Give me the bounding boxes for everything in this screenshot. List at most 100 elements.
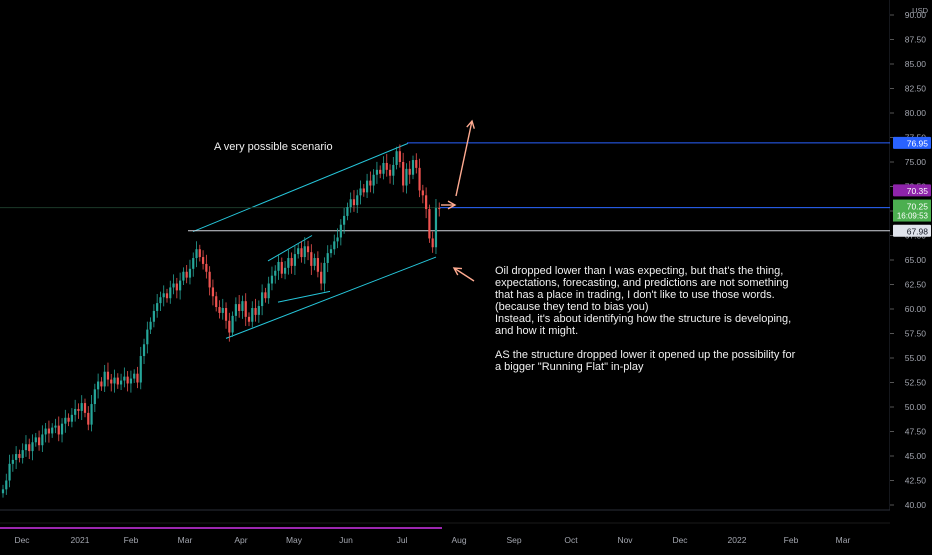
candle-body [41, 434, 44, 446]
candle-body [388, 169, 392, 176]
candle-body [169, 287, 172, 299]
candle-body [356, 195, 359, 206]
candle-body [405, 168, 408, 186]
inner-channel-lower-line [277, 290, 331, 303]
candle-body [254, 308, 257, 315]
candle-body [329, 249, 333, 254]
candle-body [90, 404, 93, 425]
candle-body [133, 373, 136, 379]
candle-body [303, 246, 306, 258]
price-axis-background [890, 0, 932, 550]
candle-body [244, 301, 247, 317]
candle-body [11, 459, 14, 464]
candle-body [165, 293, 169, 299]
channel-drawings [192, 142, 437, 339]
candle-body [234, 304, 237, 316]
time-axis[interactable]: Dec 2021 Feb Mar Apr May Jun Jul Aug Sep Oct Nov Dec… [14, 535, 850, 545]
candle-body [113, 377, 116, 384]
candle-body [218, 307, 221, 313]
candle-body [51, 427, 54, 434]
candle-body [316, 258, 319, 272]
candle-body [270, 275, 274, 284]
price-axis-label: 50.00 [905, 402, 927, 412]
candle-body [103, 371, 106, 387]
channel-upper-line [192, 142, 409, 233]
candle-body [18, 454, 21, 458]
candle-body [159, 297, 162, 304]
lower-level-tag-label: 67.98 [907, 226, 929, 236]
lower-level-tag [893, 224, 931, 237]
candle-body [264, 292, 267, 299]
candles [1, 144, 441, 498]
grid [0, 0, 891, 511]
time-axis-label: Feb [784, 535, 799, 545]
candle-body [116, 377, 119, 385]
candle-body [343, 215, 346, 225]
horizontal-levels [0, 142, 890, 232]
candle-body [67, 417, 70, 422]
candle-body [21, 450, 24, 458]
price-axis-label: 47.50 [905, 427, 927, 437]
arrow-pointer [453, 267, 475, 282]
candle-body [411, 160, 415, 175]
candle-body [15, 454, 18, 460]
scenario-annotation: A very possible scenario [214, 141, 333, 153]
candle-body [247, 316, 251, 322]
candle-body [362, 188, 365, 193]
candle-body [385, 162, 388, 170]
candle-body [188, 268, 192, 278]
candle-body [372, 174, 375, 186]
candle-body [336, 237, 339, 242]
candle-body [283, 267, 287, 274]
candle-body [333, 241, 336, 250]
candle-body [300, 248, 303, 258]
candle-body [274, 270, 277, 276]
candle-body [185, 271, 188, 278]
candle-body [339, 224, 342, 238]
candle-body [97, 381, 100, 390]
time-axis-label: 2021 [71, 535, 90, 545]
price-axis-label: 52.50 [905, 378, 927, 388]
candle-body [231, 315, 234, 333]
candle-body [349, 199, 352, 208]
candle-body [323, 262, 326, 284]
price-axis-label: 42.50 [905, 476, 927, 486]
candle-body [310, 252, 313, 266]
candle-body [228, 320, 231, 333]
price-axis-label: 87.50 [905, 35, 927, 45]
candle-body [257, 306, 260, 315]
candle-body [8, 463, 11, 481]
candle-body [382, 162, 385, 174]
candle-body [261, 292, 264, 307]
last-price-tag [893, 199, 931, 222]
projection-arrows [441, 119, 475, 282]
mid-level-tag-label: 70.35 [907, 186, 929, 196]
candle-body [280, 261, 283, 274]
candle-body [5, 480, 8, 490]
candle-body [44, 428, 47, 435]
candle-body [64, 417, 67, 424]
candle-body [297, 248, 300, 255]
time-axis-label: Jul [397, 535, 408, 545]
time-axis-label: Dec [672, 535, 688, 545]
arrow-pointer-head [452, 267, 463, 276]
candle-body [277, 261, 280, 271]
price-axis[interactable]: 40.00 42.50 45.00 47.50 50.00 52.50 55.00 57.50… [890, 0, 932, 550]
candle-body [1, 489, 5, 494]
candle-body [172, 283, 175, 288]
candle-body [306, 246, 310, 253]
candle-body [359, 188, 362, 196]
candle-body [152, 310, 155, 322]
candle-body [31, 442, 34, 452]
candle-body [47, 428, 51, 434]
time-axis-label: Oct [564, 535, 578, 545]
candle-body [346, 207, 349, 216]
time-axis-label: Sep [506, 535, 521, 545]
candle-body [398, 151, 401, 162]
candle-body [375, 169, 379, 175]
channel-lower-line [225, 256, 437, 339]
candle-body [402, 162, 405, 186]
candle-body [57, 425, 60, 435]
